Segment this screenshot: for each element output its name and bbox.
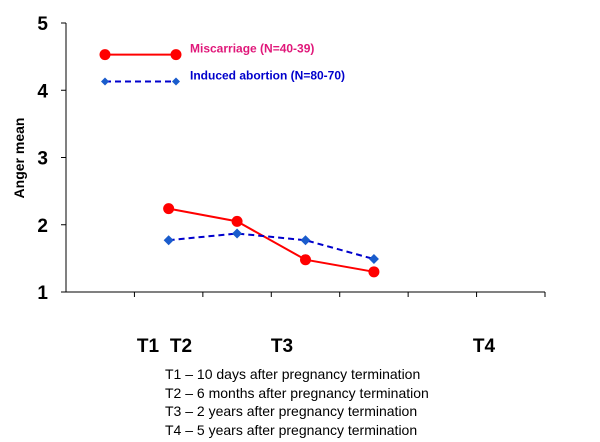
note-t3: T3 – 2 years after pregnancy termination — [165, 403, 418, 419]
y-tick-labels: 1 2 3 4 5 — [37, 14, 48, 304]
legend: Miscarriage (N=40-39) Induced abortion (N… — [99, 42, 345, 86]
data-point — [300, 254, 311, 266]
y-tick-label: 4 — [37, 81, 48, 102]
legend-marker — [170, 49, 182, 61]
y-tick-label: 2 — [37, 216, 48, 237]
legend-marker — [172, 77, 180, 86]
x-tick-label: T2 — [170, 336, 192, 357]
y-tick-label: 1 — [37, 283, 48, 304]
x-tick-label: T3 — [271, 336, 293, 357]
chart-axes — [61, 22, 546, 297]
x-tick-label: T4 — [473, 336, 496, 357]
series-2 — [163, 228, 379, 265]
data-point — [163, 235, 174, 246]
data-point — [300, 235, 311, 246]
y-axis-label: Anger mean — [11, 118, 27, 199]
y-tick-label: 3 — [37, 149, 48, 170]
legend-marker — [101, 77, 109, 86]
data-point — [231, 215, 243, 227]
y-tick-label: 5 — [37, 14, 48, 35]
legend-label: Miscarriage (N=40-39) — [190, 42, 314, 56]
note-t4: T4 – 5 years after pregnancy termination — [165, 421, 418, 438]
x-tick-labels: T1 T2 T3 T4 — [137, 336, 496, 357]
time-point-notes: T1 – 10 days after pregnancy termination… — [165, 365, 429, 439]
series-line — [168, 232, 375, 261]
data-point — [232, 228, 243, 239]
data-series — [163, 203, 380, 278]
legend-label: Induced abortion (N=80-70) — [190, 69, 345, 83]
data-point — [163, 203, 175, 215]
x-tick-label: T1 — [137, 336, 160, 357]
data-point — [368, 266, 380, 278]
note-t2: T2 – 6 months after pregnancy terminatio… — [165, 384, 429, 401]
legend-marker — [99, 49, 111, 61]
data-point — [368, 254, 379, 265]
series-1 — [163, 203, 380, 278]
note-t1: T1 – 10 days after pregnancy termination — [165, 366, 421, 382]
series-line — [168, 207, 375, 273]
